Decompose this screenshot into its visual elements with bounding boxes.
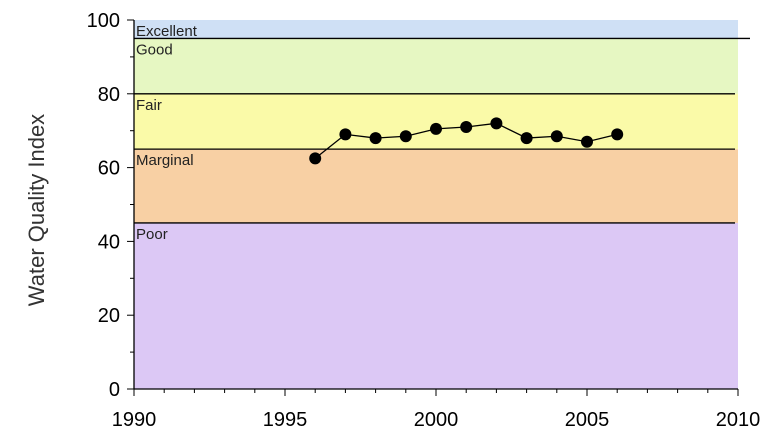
band-excellent — [134, 20, 738, 39]
quality-bands — [134, 20, 738, 389]
y-axis-title: Water Quality Index — [24, 114, 49, 306]
band-label: Marginal — [136, 152, 194, 169]
series — [309, 117, 624, 165]
data-point — [430, 122, 442, 135]
threshold-lines — [134, 37, 750, 224]
data-point — [460, 121, 473, 134]
data-point — [611, 128, 624, 141]
data-point — [399, 130, 412, 143]
y-tick-label: 60 — [98, 158, 120, 180]
y-tick-label: 20 — [98, 305, 120, 327]
band-poor — [134, 222, 738, 389]
band-label: Fair — [136, 97, 162, 114]
y-axis-ticks: 0 20 40 60 80 100 — [87, 10, 134, 401]
x-tick-label: 2010 — [716, 409, 761, 431]
data-point — [309, 152, 322, 165]
data-point — [490, 117, 503, 130]
data-point — [581, 135, 593, 148]
band-label: Excellent — [136, 23, 198, 40]
band-marginal — [134, 149, 738, 223]
x-tick-label: 1995 — [263, 409, 308, 431]
x-tick-label: 2000 — [414, 409, 459, 431]
data-point — [339, 128, 352, 141]
y-tick-label: 40 — [98, 231, 120, 253]
data-point — [550, 130, 563, 143]
band-label: Poor — [136, 226, 168, 243]
band-fair — [134, 93, 738, 150]
data-point — [520, 132, 533, 145]
x-axis-ticks: 1990 1995 2000 2005 2010 — [112, 389, 761, 431]
x-tick-label: 1990 — [112, 409, 157, 431]
y-tick-label: 100 — [87, 10, 120, 32]
x-tick-label: 2005 — [565, 409, 610, 431]
y-tick-label: 80 — [98, 84, 120, 106]
y-tick-label: 0 — [109, 379, 120, 401]
band-good — [134, 38, 738, 94]
band-label: Good — [136, 41, 173, 58]
data-point — [369, 132, 382, 145]
